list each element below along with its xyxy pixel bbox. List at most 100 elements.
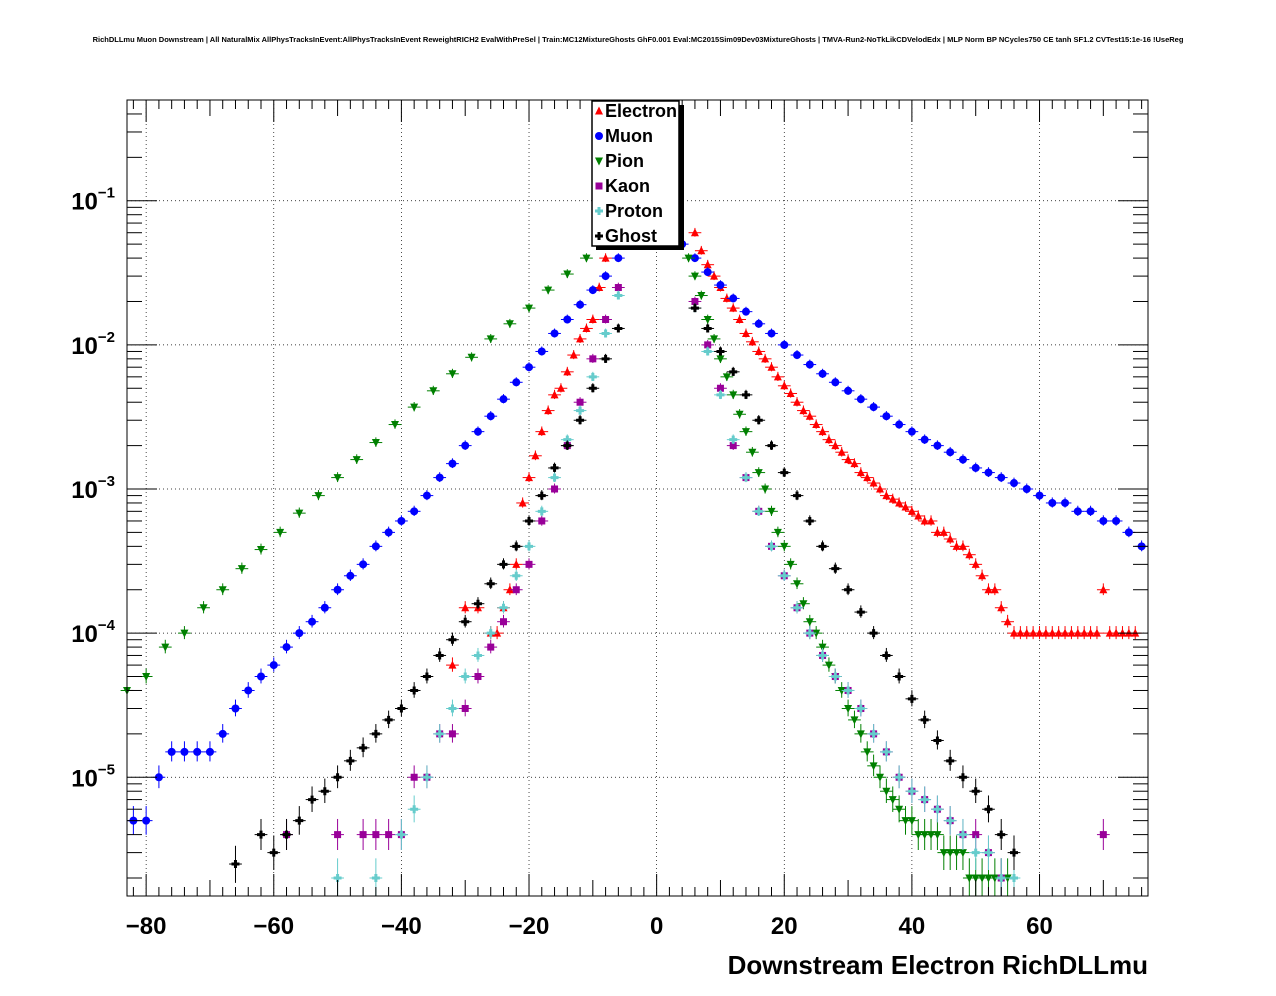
data-point — [793, 397, 802, 406]
data-point — [499, 560, 508, 569]
data-point — [525, 542, 534, 551]
data-point — [907, 817, 916, 826]
data-point — [276, 528, 285, 537]
data-point — [958, 773, 967, 782]
x-tick-label: −40 — [381, 913, 422, 940]
y-tick-label: 10−1 — [71, 185, 115, 216]
data-point — [588, 314, 597, 323]
data-point — [933, 805, 942, 814]
data-point — [863, 473, 872, 482]
data-point — [473, 651, 482, 660]
legend-entry-pion: Pion — [595, 151, 644, 171]
data-layer — [120, 227, 1148, 896]
data-point — [199, 604, 208, 613]
data-point — [499, 618, 507, 626]
data-point — [614, 284, 622, 292]
data-point — [550, 463, 559, 472]
data-point — [435, 651, 444, 660]
data-point — [875, 773, 884, 782]
data-point — [193, 747, 202, 756]
data-point — [799, 600, 808, 609]
data-point — [984, 805, 993, 814]
data-point — [473, 599, 482, 608]
data-point — [512, 586, 520, 594]
data-point — [410, 773, 418, 781]
data-point — [978, 571, 987, 580]
data-point — [844, 704, 853, 713]
y-tick-base: 10 — [71, 477, 98, 504]
data-point — [716, 384, 724, 392]
data-point — [741, 328, 750, 337]
data-point — [882, 651, 891, 660]
y-tick-exponent: −3 — [98, 473, 115, 490]
data-point — [748, 448, 757, 457]
data-point — [901, 502, 910, 511]
legend-box — [591, 100, 680, 247]
data-point — [422, 491, 431, 500]
data-point — [1003, 617, 1012, 626]
y-tick-label: 10−2 — [71, 329, 115, 360]
data-point — [716, 355, 725, 364]
data-point — [831, 441, 840, 450]
data-point — [997, 603, 1006, 612]
data-point — [282, 643, 291, 652]
data-point — [761, 485, 770, 494]
data-point — [142, 816, 151, 825]
legend: Electron Muon Pion Kaon Proton Ghost — [591, 100, 684, 250]
data-point — [767, 362, 776, 371]
data-point — [856, 704, 865, 713]
data-point — [422, 672, 431, 681]
data-point — [512, 571, 521, 580]
data-point — [461, 441, 470, 450]
data-point — [933, 441, 942, 450]
data-point — [735, 410, 744, 419]
data-point — [786, 560, 795, 569]
data-point — [1009, 848, 1018, 857]
y-tick-exponent: −5 — [98, 761, 115, 778]
data-point — [448, 370, 457, 379]
data-point — [320, 603, 329, 612]
legend-label: Electron — [605, 101, 677, 121]
data-point — [582, 323, 591, 332]
data-point — [704, 341, 712, 349]
data-point — [487, 643, 495, 651]
data-point — [780, 468, 789, 477]
data-point — [869, 629, 878, 638]
data-point — [359, 560, 368, 569]
data-point — [563, 367, 572, 376]
data-point — [257, 546, 266, 555]
data-point — [371, 873, 380, 882]
data-point — [486, 335, 495, 344]
legend-entry-proton: Proton — [595, 201, 663, 221]
data-point — [218, 586, 227, 595]
data-point — [1124, 528, 1133, 537]
y-tick-exponent: −1 — [98, 185, 115, 202]
data-point — [525, 560, 533, 568]
data-point — [320, 787, 329, 796]
legend-label: Kaon — [605, 176, 650, 196]
data-point — [371, 729, 380, 738]
data-point — [984, 848, 993, 857]
data-point — [805, 516, 814, 525]
data-point — [690, 304, 699, 313]
legend-marker — [595, 207, 603, 215]
data-point — [397, 516, 406, 525]
data-point — [875, 484, 884, 493]
data-point — [269, 661, 278, 670]
data-point — [741, 428, 750, 437]
data-point — [269, 848, 278, 857]
data-point — [422, 773, 431, 782]
data-point — [818, 643, 827, 652]
data-point — [180, 629, 189, 638]
data-point — [308, 617, 317, 626]
data-point — [410, 507, 419, 516]
data-point — [1009, 479, 1018, 488]
data-point — [856, 468, 865, 477]
plot-frame — [126, 99, 1149, 897]
data-point — [997, 873, 1006, 882]
data-point — [486, 579, 495, 588]
data-point — [550, 473, 559, 482]
data-point — [722, 373, 731, 382]
data-point — [748, 337, 757, 346]
